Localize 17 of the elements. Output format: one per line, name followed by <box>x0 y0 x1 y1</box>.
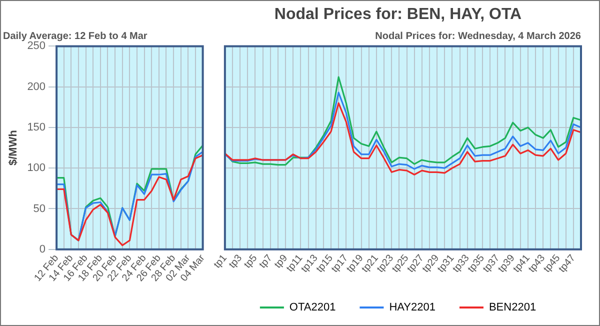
legend-label: BEN2201 <box>488 302 536 314</box>
y-tick-label: 150 <box>27 122 46 134</box>
chart-subtitle: Daily Average: 12 Feb to 4 Mar <box>3 30 148 42</box>
y-tick-label: 100 <box>27 162 46 174</box>
chart-title: Nodal Prices for: BEN, HAY, OTA <box>274 6 522 24</box>
y-axis-title: $/MWh <box>8 130 20 166</box>
y-tick-label: 250 <box>27 40 46 52</box>
y-tick-label: 50 <box>33 202 46 215</box>
chart-subtitle: Nodal Prices for: Wednesday, 4 March 2026 <box>375 30 582 42</box>
y-tick-label: 0 <box>39 243 46 256</box>
legend-label: HAY2201 <box>389 302 436 314</box>
x-tick-label: tp7 <box>257 252 276 271</box>
x-tick-label: tp5 <box>242 252 260 271</box>
x-tick-label: tp1 <box>212 252 230 271</box>
legend-label: OTA2201 <box>289 302 336 314</box>
x-tick-label: tp3 <box>227 252 245 271</box>
y-tick-label: 200 <box>27 80 46 93</box>
